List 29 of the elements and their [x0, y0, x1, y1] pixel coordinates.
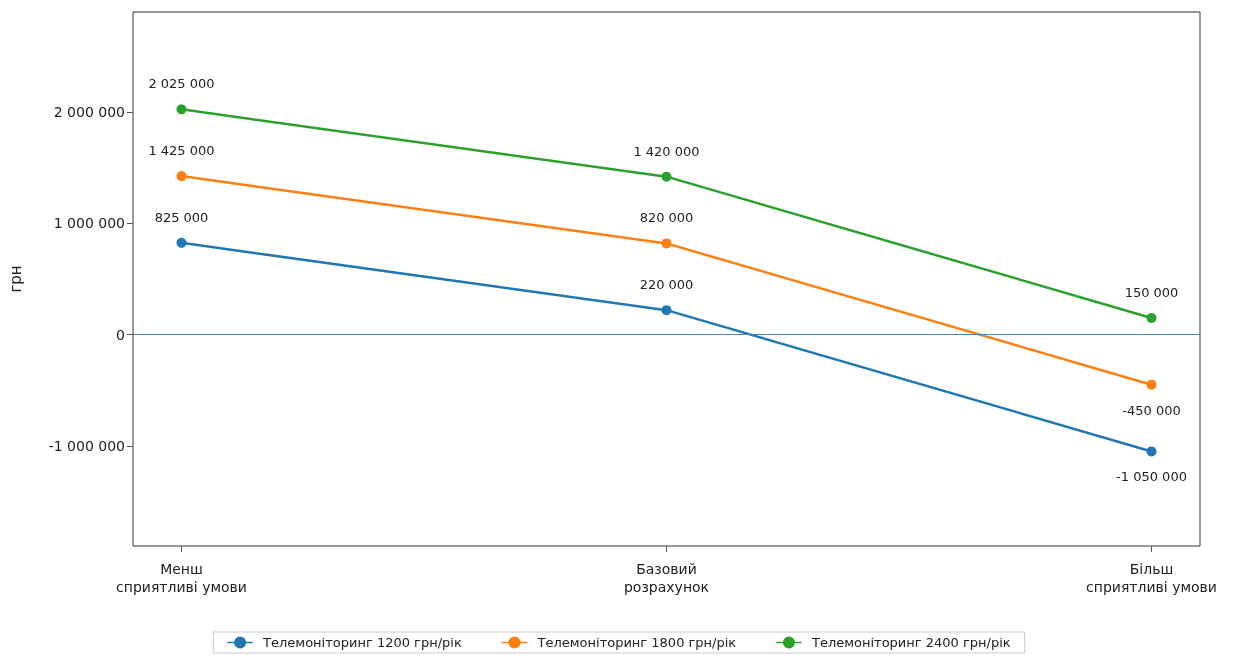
y-tick-label: 1 000 000 — [53, 215, 125, 232]
point — [661, 238, 672, 249]
point — [176, 171, 187, 182]
point — [176, 237, 187, 248]
x-tick-label: Базовий розрахунок — [623, 561, 710, 595]
data-label: 1 425 000 — [148, 143, 215, 159]
point — [1146, 379, 1157, 390]
y-tick-label: 0 — [116, 326, 125, 343]
legend-label: Телемоніторинг 1200 грн/рік — [262, 635, 462, 650]
y-tick-label: 2 000 000 — [53, 104, 125, 121]
point — [176, 104, 187, 115]
point — [661, 171, 672, 182]
point — [1146, 312, 1157, 323]
x-tick-label: Менш сприятливі умови — [116, 561, 247, 595]
point — [1146, 446, 1157, 457]
data-label: 825 000 — [154, 209, 209, 225]
data-label: 820 000 — [639, 210, 694, 226]
data-label: -1 050 000 — [1116, 469, 1187, 485]
data-label: 220 000 — [639, 277, 694, 293]
y-tick-label: -1 000 000 — [48, 437, 125, 454]
data-label: 150 000 — [1124, 284, 1179, 300]
legend-label: Телемоніторинг 2400 грн/рік — [810, 635, 1011, 650]
legend-label: Телемоніторинг 1800 грн/рік — [536, 635, 737, 650]
point — [661, 305, 672, 316]
data-label: 1 420 000 — [633, 143, 700, 159]
x-tick-label: Більш сприятливі умови — [1086, 561, 1217, 595]
data-label: 2 025 000 — [148, 76, 215, 92]
y-axis-title: грн — [6, 265, 25, 293]
data-label: -450 000 — [1122, 402, 1181, 418]
